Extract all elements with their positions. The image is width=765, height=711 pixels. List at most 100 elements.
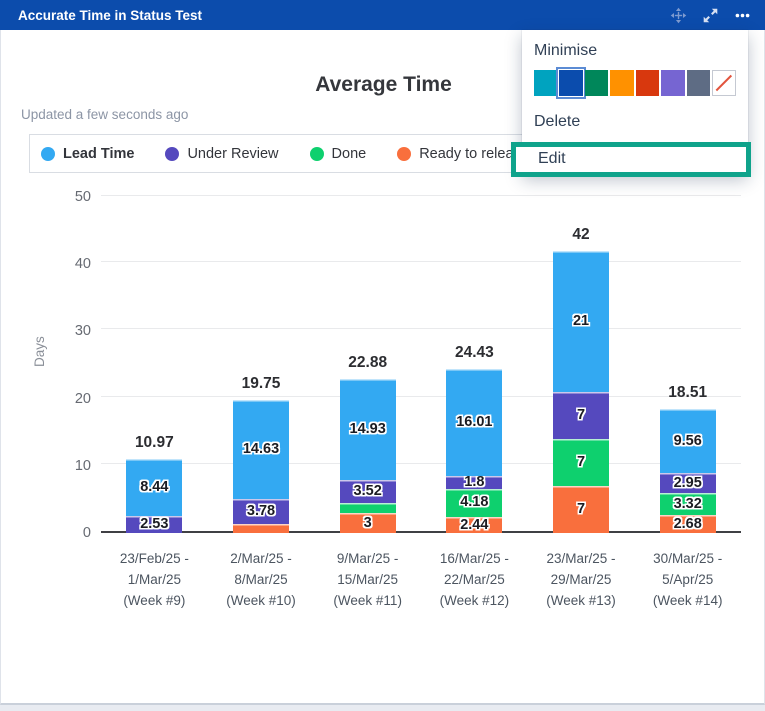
gridline (101, 328, 741, 330)
stacked-bar: 2.53 8.44 (126, 459, 183, 533)
segment-value-label: 3.32 (673, 495, 702, 512)
y-tick-label: 0 (82, 525, 91, 541)
swatch-none[interactable] (712, 70, 736, 96)
swatch-purple[interactable] (661, 70, 685, 96)
stacked-bar: 2.68 3.32 2.95 9.56 (659, 408, 716, 533)
bar-column: 7 7 7 21 42 (528, 197, 635, 533)
bar-column: 3 3.52 14.93 22.88 (314, 197, 421, 533)
widget-title: Accurate Time in Status Test (18, 7, 203, 23)
menu-item-delete[interactable]: Delete (534, 113, 581, 130)
x-tick-label: 23/Feb/25 -1/Mar/25 (Week #9) (119, 551, 189, 608)
bar-segment-ready_to_release[interactable]: 7 (553, 485, 610, 533)
swatch-teal[interactable] (534, 70, 558, 96)
updated-text: Updated a few seconds ago (21, 107, 189, 122)
swatch-green[interactable] (584, 70, 609, 96)
y-tick-label: 20 (74, 390, 91, 407)
bar-segment-lead_time[interactable]: 21 (553, 250, 610, 392)
expand-icon[interactable] (702, 7, 719, 24)
x-tick-label: 9/Mar/25 -15/Mar/25 (Week #11) (333, 551, 402, 608)
chart-title: Average Time (315, 73, 452, 96)
legend-dot-icon (165, 146, 180, 161)
legend-label: Done (331, 145, 367, 162)
stacked-bar: 7 7 7 21 (553, 250, 610, 533)
bar-segment-under_review[interactable]: 2.95 (659, 472, 716, 493)
segment-value-label: 7 (576, 501, 586, 518)
header-actions (670, 7, 751, 24)
bar-segment-done[interactable]: 4.18 (446, 488, 503, 517)
segment-value-label: 2.68 (673, 515, 702, 532)
bar-segment-lead_time[interactable]: 16.01 (446, 368, 503, 477)
color-swatches (522, 66, 748, 106)
bar-segment-under_review[interactable]: 3.78 (233, 498, 289, 524)
bar-total-label: 22.88 (348, 354, 388, 372)
bar-segment-lead_time[interactable]: 14.93 (339, 379, 396, 480)
more-icon[interactable] (734, 7, 751, 24)
no-color-diagonal-icon (715, 74, 733, 92)
segment-value-label: 2.95 (673, 474, 702, 491)
swatch-slate[interactable] (686, 70, 711, 96)
bar-column: 2.44 4.18 1.8 16.01 24.43 (421, 197, 528, 533)
legend-label: Ready to release (419, 145, 529, 162)
move-icon[interactable] (670, 7, 687, 24)
gridline (101, 462, 741, 464)
bar-segment-done[interactable]: 7 (553, 438, 610, 486)
y-axis-ticks: 0 10 20 30 40 50 (1, 189, 91, 541)
swatch-red[interactable] (635, 70, 660, 96)
bar-segment-ready_to_release[interactable]: 3 (339, 512, 396, 533)
y-tick-label: 40 (74, 256, 91, 273)
legend-label: Under Review (187, 145, 279, 162)
bar-segment-ready_to_release[interactable] (233, 524, 289, 533)
segment-value-label: 14.93 (349, 421, 386, 438)
bar-segment-ready_to_release[interactable]: 2.44 (446, 516, 503, 533)
bar-segment-under_review[interactable]: 7 (553, 391, 610, 439)
bars-container: 2.53 8.44 10.97 3.78 14.63 19.75 3 3.52 14.93 22.… (101, 197, 741, 533)
bar-total-label: 10.97 (134, 434, 174, 452)
legend-item-lead_time[interactable]: Lead Time (41, 146, 134, 162)
segment-value-label: 3.78 (246, 503, 276, 520)
x-tick-label: 16/Mar/25 -22/Mar/25 (Week #12) (439, 551, 510, 608)
bar-column: 2.53 8.44 10.97 (101, 197, 208, 533)
bar-segment-ready_to_release[interactable]: 2.68 (659, 515, 716, 533)
x-tick-label: 2/Mar/25 -8/Mar/25 (Week #10) (226, 551, 296, 608)
widget-header: Accurate Time in Status Test (0, 0, 765, 30)
x-axis-labels: 23/Feb/25 -1/Mar/25 (Week #9) 2/Mar/25 -8/… (101, 548, 741, 611)
bar-segment-lead_time[interactable]: 14.63 (233, 400, 289, 499)
segment-value-label: 7 (576, 407, 586, 424)
bar-segment-done[interactable]: 3.32 (659, 492, 716, 515)
bar-segment-under_review[interactable]: 1.8 (446, 474, 503, 491)
swatch-orange[interactable] (610, 70, 634, 96)
bar-segment-under_review[interactable]: 2.53 (126, 516, 183, 533)
menu-item-edit[interactable]: Edit (538, 150, 566, 167)
y-tick-label: 30 (74, 323, 91, 340)
bar-segment-lead_time[interactable]: 8.44 (126, 459, 183, 516)
context-menu: Minimise Delete Edit (511, 30, 751, 177)
segment-value-label: 7 (576, 454, 586, 471)
segment-value-label: 1.8 (464, 474, 485, 491)
gridline (101, 195, 741, 196)
bar-column: 3.78 14.63 19.75 (208, 197, 315, 533)
segment-value-label: 16.01 (456, 414, 493, 431)
y-tick-label: 50 (74, 189, 91, 205)
segment-value-label: 14.63 (242, 441, 280, 458)
x-tick-label: 23/Mar/25 -29/Mar/25 (Week #13) (546, 551, 616, 608)
bar-total-label: 42 (572, 225, 590, 243)
stacked-bar: 3 3.52 14.93 (339, 379, 396, 533)
legend-item-done[interactable]: Done (309, 145, 367, 162)
segment-value-label: 3 (363, 514, 372, 531)
legend-dot-icon (41, 146, 55, 161)
segment-value-label: 4.18 (460, 494, 489, 511)
segment-value-label: 2.44 (460, 516, 489, 533)
gridline (101, 261, 741, 263)
edit-highlight-box: Edit (511, 142, 751, 177)
legend-item-under_review[interactable]: Under Review (165, 145, 279, 162)
bar-total-label: 24.43 (454, 343, 494, 361)
legend-item-ready_to_release[interactable]: Ready to release (397, 146, 529, 162)
bar-segment-lead_time[interactable]: 9.56 (659, 408, 716, 473)
bar-total-label: 18.51 (668, 383, 708, 401)
bar-segment-done[interactable] (339, 503, 396, 513)
segment-value-label: 21 (572, 313, 590, 330)
bar-segment-under_review[interactable]: 3.52 (339, 479, 396, 504)
swatch-dark-blue-selected[interactable] (556, 67, 586, 99)
menu-item-minimise[interactable]: Minimise (534, 42, 598, 59)
segment-value-label: 8.44 (140, 479, 169, 496)
